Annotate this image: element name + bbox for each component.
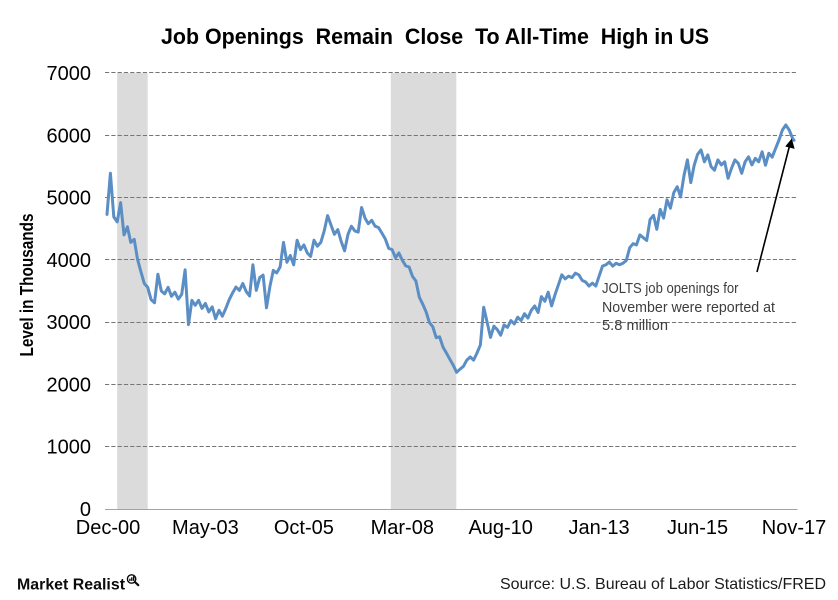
svg-text:1000: 1000 — [47, 437, 92, 459]
svg-text:4000: 4000 — [47, 250, 92, 272]
svg-text:Nov-17: Nov-17 — [762, 517, 826, 539]
svg-text:2000: 2000 — [47, 374, 92, 396]
svg-text:JOLTS job openings for: JOLTS job openings for — [602, 281, 739, 297]
svg-text:5.8 million: 5.8 million — [602, 318, 668, 334]
svg-text:November were reported at: November were reported at — [602, 300, 775, 316]
svg-text:Job Openings Remain Close T: Job Openings Remain Close To All-Time Hi… — [161, 24, 709, 49]
svg-text:0: 0 — [80, 499, 91, 521]
svg-text:5000: 5000 — [47, 188, 92, 210]
svg-text:Aug-10: Aug-10 — [468, 517, 533, 539]
svg-text:Market Realist: Market Realist — [17, 577, 125, 594]
svg-text:7000: 7000 — [47, 63, 92, 85]
svg-text:May-03: May-03 — [172, 517, 239, 539]
svg-text:3000: 3000 — [47, 312, 92, 334]
svg-text:Jan-13: Jan-13 — [569, 517, 630, 539]
svg-text:Jun-15: Jun-15 — [667, 517, 728, 539]
svg-text:Oct-05: Oct-05 — [274, 517, 334, 539]
svg-text:Source: U.S. Bureau of Labor S: Source: U.S. Bureau of Labor Statistics/… — [500, 576, 826, 593]
svg-text:Mar-08: Mar-08 — [371, 517, 434, 539]
svg-text:Level in Thousands: Level in Thousands — [16, 214, 37, 357]
svg-text:Dec-00: Dec-00 — [76, 517, 140, 539]
svg-text:6000: 6000 — [47, 125, 92, 147]
